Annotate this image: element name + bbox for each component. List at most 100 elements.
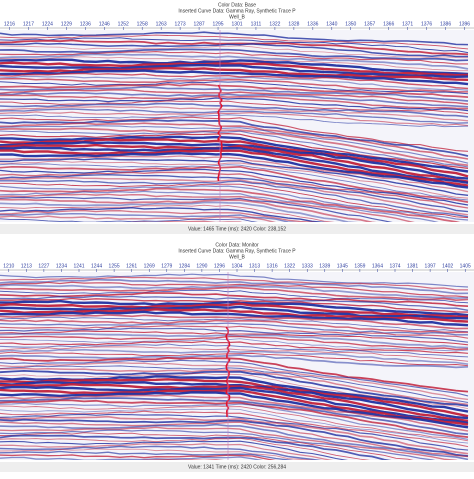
reflector (0, 45, 469, 59)
reflector (0, 286, 469, 302)
trace-label: 1261 (126, 263, 137, 269)
reflector (0, 83, 469, 98)
reflector (0, 421, 469, 458)
color-data-label: Color Data: Monitor (215, 242, 259, 248)
reflector (0, 201, 359, 222)
reflector (0, 378, 469, 418)
reflector (0, 31, 469, 46)
trace-label: 1287 (194, 21, 205, 27)
reflector (0, 206, 327, 222)
reflector (0, 373, 469, 409)
trace-label: 1333 (302, 263, 313, 269)
well-curve (225, 326, 231, 418)
reflector (0, 302, 469, 318)
reflector (0, 215, 277, 222)
trace-label: 1236 (80, 21, 91, 27)
reflector (0, 78, 469, 93)
reflector (0, 89, 469, 105)
trace-label: 1364 (372, 263, 383, 269)
panel: Color Data: Base Inserted Curve Data: Ga… (0, 2, 474, 234)
reflector (0, 314, 469, 330)
reflector (0, 281, 469, 298)
reflector (0, 63, 469, 79)
reflector (0, 295, 469, 311)
reflector (0, 111, 469, 127)
reflector (0, 218, 258, 222)
reflector (0, 456, 264, 460)
reflector (0, 133, 469, 169)
trace-label: 1252 (118, 21, 129, 27)
reflector (0, 443, 334, 460)
reflector (0, 388, 469, 426)
reflector (0, 122, 469, 160)
reflector (0, 316, 469, 333)
reflector (0, 125, 469, 164)
trace-label: 1217 (23, 21, 34, 27)
trace-label: 1336 (307, 21, 318, 27)
trace-label: 1234 (56, 263, 67, 269)
reflector (0, 149, 469, 187)
reflector (0, 365, 469, 403)
reflector (0, 383, 469, 423)
reflector (0, 299, 469, 317)
reflector (0, 81, 469, 95)
reflector (0, 423, 469, 460)
reflector (0, 163, 469, 201)
reflector (0, 39, 469, 56)
reflector (0, 116, 469, 152)
trace-label: 1350 (345, 21, 356, 27)
reflector (0, 434, 392, 460)
reflector (0, 413, 469, 451)
reflector (0, 185, 469, 221)
reflector (0, 278, 469, 295)
reflector (0, 450, 294, 460)
well-curve (217, 84, 223, 182)
reflector (0, 351, 469, 367)
reflector (0, 454, 277, 460)
reflector (0, 276, 468, 291)
status-text: Value: 1341 Time (ms): 2420 Color: 256,2… (188, 464, 286, 470)
reflector (0, 437, 371, 460)
curve-data-label: Inserted Curve Data: Gamma Ray, Syntheti… (178, 248, 296, 254)
reflector (0, 66, 469, 81)
status-text: Value: 1465 Time (ms): 2420 Color: 238,1… (188, 226, 286, 232)
reflector (0, 168, 469, 206)
trace-label: 1397 (425, 263, 436, 269)
reflector (0, 58, 469, 76)
trace-label: 1227 (38, 263, 49, 269)
reflector (0, 348, 469, 365)
reflector (0, 362, 469, 401)
reflector (0, 397, 469, 436)
panel: Color Data: Monitor Inserted Curve Data:… (0, 242, 474, 472)
reflector (0, 158, 469, 196)
trace-label: 1376 (421, 21, 432, 27)
trace-label: 1405 (460, 263, 471, 269)
trace-label: 1296 (214, 263, 225, 269)
trace-label: 1371 (402, 21, 413, 27)
reflector (0, 429, 436, 460)
trace-label: 1213 (21, 263, 32, 269)
reflector (0, 138, 469, 178)
reflector (0, 405, 469, 442)
trace-label: 1241 (73, 263, 84, 269)
trace-label: 1316 (267, 263, 278, 269)
trace-label: 1345 (337, 263, 348, 269)
reflector (0, 410, 469, 448)
reflector (0, 332, 469, 349)
reflector (0, 51, 468, 65)
trace-label: 1386 (440, 21, 451, 27)
reflector (0, 92, 469, 108)
reflector (0, 284, 469, 299)
reflector (0, 346, 469, 362)
reflector (0, 391, 469, 429)
reflector (0, 94, 469, 110)
reflector (0, 273, 469, 288)
reflector (0, 72, 469, 90)
reflector (0, 426, 458, 460)
well-label: Well_B (229, 254, 245, 260)
reflector (0, 108, 469, 124)
well-label: Well_B (229, 14, 245, 20)
trace-label: 1322 (269, 21, 280, 27)
reflector (0, 209, 317, 222)
